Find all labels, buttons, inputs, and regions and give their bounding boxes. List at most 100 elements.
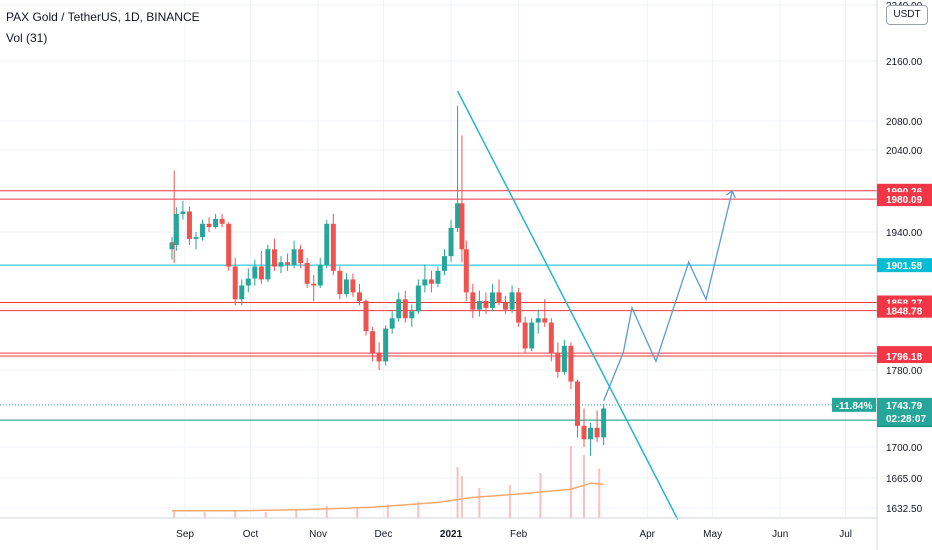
last-price-tag bbox=[877, 397, 932, 426]
candle-body bbox=[476, 301, 482, 310]
candle-body bbox=[435, 270, 441, 284]
candle-body bbox=[396, 299, 402, 319]
volume-bar bbox=[460, 476, 463, 518]
x-tick-label: Feb bbox=[510, 529, 528, 540]
volume-bar bbox=[583, 455, 586, 518]
chart-grid bbox=[0, 0, 877, 518]
change-badge bbox=[832, 397, 876, 412]
candle-body bbox=[363, 301, 369, 332]
candle-body bbox=[555, 352, 561, 372]
candle-body bbox=[483, 301, 489, 308]
trendline[interactable] bbox=[456, 90, 679, 520]
price-levels[interactable] bbox=[0, 190, 877, 421]
volume-bar bbox=[539, 473, 542, 518]
level-tag bbox=[877, 258, 932, 273]
candle-body bbox=[448, 227, 454, 257]
x-tick-label: Jul bbox=[839, 529, 852, 540]
chart-title: PAX Gold / TetherUS, 1D, BINANCE bbox=[6, 10, 200, 24]
candle-body bbox=[193, 237, 199, 239]
candle-body bbox=[291, 249, 297, 265]
projection-arrowhead bbox=[725, 190, 736, 199]
candle-body bbox=[169, 242, 175, 250]
x-tick-label: Sep bbox=[176, 529, 194, 540]
candle-body bbox=[232, 266, 238, 300]
candle-body bbox=[350, 279, 356, 293]
candle-body bbox=[509, 292, 515, 310]
candle-body bbox=[337, 270, 343, 295]
candle-body bbox=[200, 223, 206, 238]
y-tick-label: 1700.00 bbox=[886, 443, 923, 454]
candle-body bbox=[522, 322, 528, 349]
candle-body bbox=[455, 203, 461, 228]
candle-body bbox=[324, 223, 330, 265]
candle-body bbox=[548, 322, 554, 353]
volume-bar bbox=[417, 501, 420, 518]
y-tick-label: 2160.00 bbox=[886, 57, 923, 68]
level-tag-label: 1848.78 bbox=[886, 307, 923, 318]
candle-body bbox=[180, 211, 186, 214]
candle-body bbox=[258, 266, 264, 280]
candle-body bbox=[186, 211, 192, 239]
candle-body bbox=[568, 345, 574, 382]
currency-button[interactable]: USDT bbox=[886, 5, 928, 25]
candle-body bbox=[370, 331, 376, 353]
candle-body bbox=[503, 302, 509, 310]
price-axis[interactable]: 2240.002160.002080.002040.001940.001780.… bbox=[832, 0, 932, 550]
candle-body bbox=[226, 223, 232, 267]
candle-body bbox=[542, 318, 548, 323]
candles bbox=[169, 106, 607, 456]
volume-bar bbox=[203, 512, 206, 518]
candle-body bbox=[459, 203, 465, 250]
y-tick-label: 2040.00 bbox=[886, 146, 923, 157]
candle-body bbox=[581, 425, 587, 440]
candle-body bbox=[496, 292, 502, 303]
level-tag-label: 1901.58 bbox=[886, 261, 923, 272]
candle-body bbox=[442, 256, 447, 271]
candle-body bbox=[311, 283, 317, 286]
candle-body bbox=[535, 318, 541, 323]
currency-label: USDT bbox=[893, 9, 921, 20]
volume-ma-line bbox=[172, 482, 604, 512]
volume-bar bbox=[386, 504, 389, 518]
candle-body bbox=[383, 328, 389, 362]
candle-body bbox=[574, 381, 580, 426]
drawings[interactable] bbox=[456, 90, 736, 520]
volume-bar bbox=[508, 485, 511, 518]
volume-bar bbox=[569, 446, 572, 518]
y-tick-label: 1665.00 bbox=[886, 474, 923, 485]
time-axis[interactable]: Sep Oct Nov Dec 2021 Feb Apr May Jun Jul bbox=[0, 517, 877, 540]
candle-body bbox=[356, 292, 362, 301]
candle-body bbox=[489, 292, 495, 308]
candle-body bbox=[601, 408, 607, 438]
level-tag bbox=[877, 192, 932, 207]
candle-body bbox=[463, 249, 469, 293]
candle-body bbox=[529, 322, 535, 349]
countdown-label: 02:28:07 bbox=[886, 414, 926, 425]
candle-body bbox=[245, 278, 251, 286]
volume-bar bbox=[356, 507, 359, 518]
volume-bar bbox=[325, 506, 328, 518]
volume-indicator-label[interactable]: Vol (31) bbox=[6, 31, 48, 45]
candle-body bbox=[594, 427, 600, 438]
candle-body bbox=[271, 249, 277, 267]
candle-body bbox=[376, 352, 382, 362]
candle-body bbox=[213, 218, 219, 228]
level-tag-label: 1796.18 bbox=[886, 352, 923, 363]
candle-body bbox=[265, 249, 271, 280]
projection-path[interactable] bbox=[603, 190, 733, 402]
volume-pane bbox=[172, 446, 604, 518]
x-tick-label: 2021 bbox=[440, 529, 463, 540]
x-tick-label: May bbox=[703, 529, 722, 540]
x-tick-label: Oct bbox=[243, 529, 259, 540]
volume-bar bbox=[478, 488, 481, 518]
candle-body bbox=[330, 223, 336, 271]
candle-body bbox=[402, 299, 408, 319]
x-tick-label: Dec bbox=[375, 529, 393, 540]
y-tick-label: 1780.00 bbox=[886, 366, 923, 377]
volume-bar bbox=[295, 509, 298, 518]
x-tick-label: Nov bbox=[309, 529, 327, 540]
candle-body bbox=[516, 292, 522, 323]
change-badge-label: -11.84% bbox=[836, 401, 873, 412]
candle-body bbox=[278, 262, 284, 267]
